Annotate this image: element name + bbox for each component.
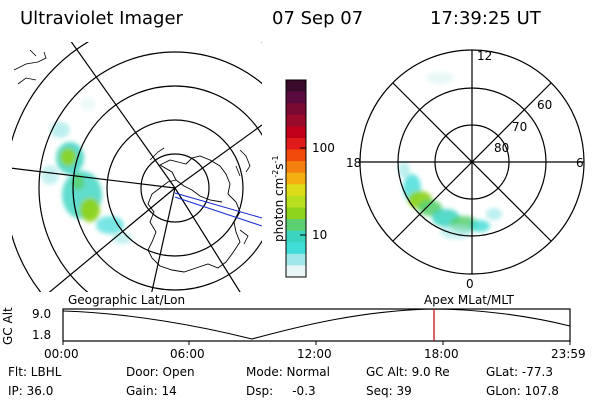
info-seq: Seq: 39 <box>366 384 412 398</box>
mlt-lat-70: 70 <box>512 120 528 134</box>
geographic-caption: Geographic Lat/Lon <box>68 293 186 307</box>
time-tick-1800: 18:00 <box>424 347 459 361</box>
colorbar-swatch <box>286 184 306 197</box>
colorbar <box>286 80 306 278</box>
info-gain: Gain: 14 <box>126 384 177 398</box>
info-glon: GLon: 107.8 <box>486 384 559 398</box>
colorbar-frame <box>285 79 307 278</box>
mlt-lat-80: 80 <box>494 141 510 155</box>
aurora-emission-mlt <box>398 72 502 239</box>
colorbar-swatch <box>286 265 306 278</box>
colorbar-swatch <box>286 207 306 220</box>
colorbar-swatch <box>286 137 306 151</box>
altitude-axis-label: GC Alt <box>1 307 15 345</box>
mlt-hour-12: 12 <box>477 49 493 63</box>
colorbar-swatch <box>286 126 306 139</box>
colorbar-swatch <box>286 149 306 162</box>
time-tick-0000: 00:00 <box>44 347 79 361</box>
altitude-tick-1-8: 1.8 <box>32 328 52 342</box>
colorbar-swatch <box>286 114 306 127</box>
antarctica-outline <box>147 155 241 273</box>
mlt-map-panel <box>359 49 585 275</box>
colorbar-label-10: 10 <box>312 228 328 242</box>
info-door: Door: Open <box>126 365 195 379</box>
altitude-plot <box>62 308 571 345</box>
geographic-map-panel <box>12 42 262 292</box>
aurora-emission-geographic <box>41 98 132 244</box>
mlt-hour-0: 0 <box>466 277 474 291</box>
colorbar-swatch <box>286 103 306 116</box>
mlt-caption: Apex MLat/MLT <box>424 293 514 307</box>
colorbar-swatch <box>286 219 306 232</box>
colorbar-swatch <box>286 253 306 267</box>
altitude-tick-9: 9.0 <box>32 307 52 321</box>
image-date: 07 Sep 07 <box>272 8 364 29</box>
info-dsp: Dsp: -0.3 <box>246 384 316 398</box>
info-gc-alt: GC Alt: 9.0 Re <box>366 365 450 379</box>
time-tick-1200: 12:00 <box>297 347 332 361</box>
colorbar-swatch <box>286 172 306 185</box>
image-time: 17:39:25 UT <box>430 8 541 29</box>
colorbar-swatch <box>286 91 306 104</box>
mlt-hour-18: 18 <box>346 156 362 170</box>
info-filter: Flt: LBHL <box>8 365 62 379</box>
mlt-hour-6: 6 <box>576 156 584 170</box>
time-tick-2359: 23:59 <box>551 347 586 361</box>
altitude-curve <box>62 308 571 340</box>
instrument-title: Ultraviolet Imager <box>20 8 183 29</box>
mlt-lat-60: 60 <box>537 98 553 112</box>
colorbar-swatch <box>286 230 306 243</box>
colorbar-swatch <box>286 161 306 174</box>
colorbar-label-100: 100 <box>312 141 335 155</box>
info-ip: IP: 36.0 <box>8 384 54 398</box>
colorbar-units: photon cm-2s-1 <box>271 155 286 242</box>
time-tick-0600: 06:00 <box>170 347 205 361</box>
info-glat: GLat: -77.3 <box>486 365 553 379</box>
colorbar-swatch <box>286 80 306 93</box>
info-mode: Mode: Normal <box>246 365 330 379</box>
colorbar-swatch <box>286 195 306 209</box>
colorbar-swatch <box>286 242 306 255</box>
